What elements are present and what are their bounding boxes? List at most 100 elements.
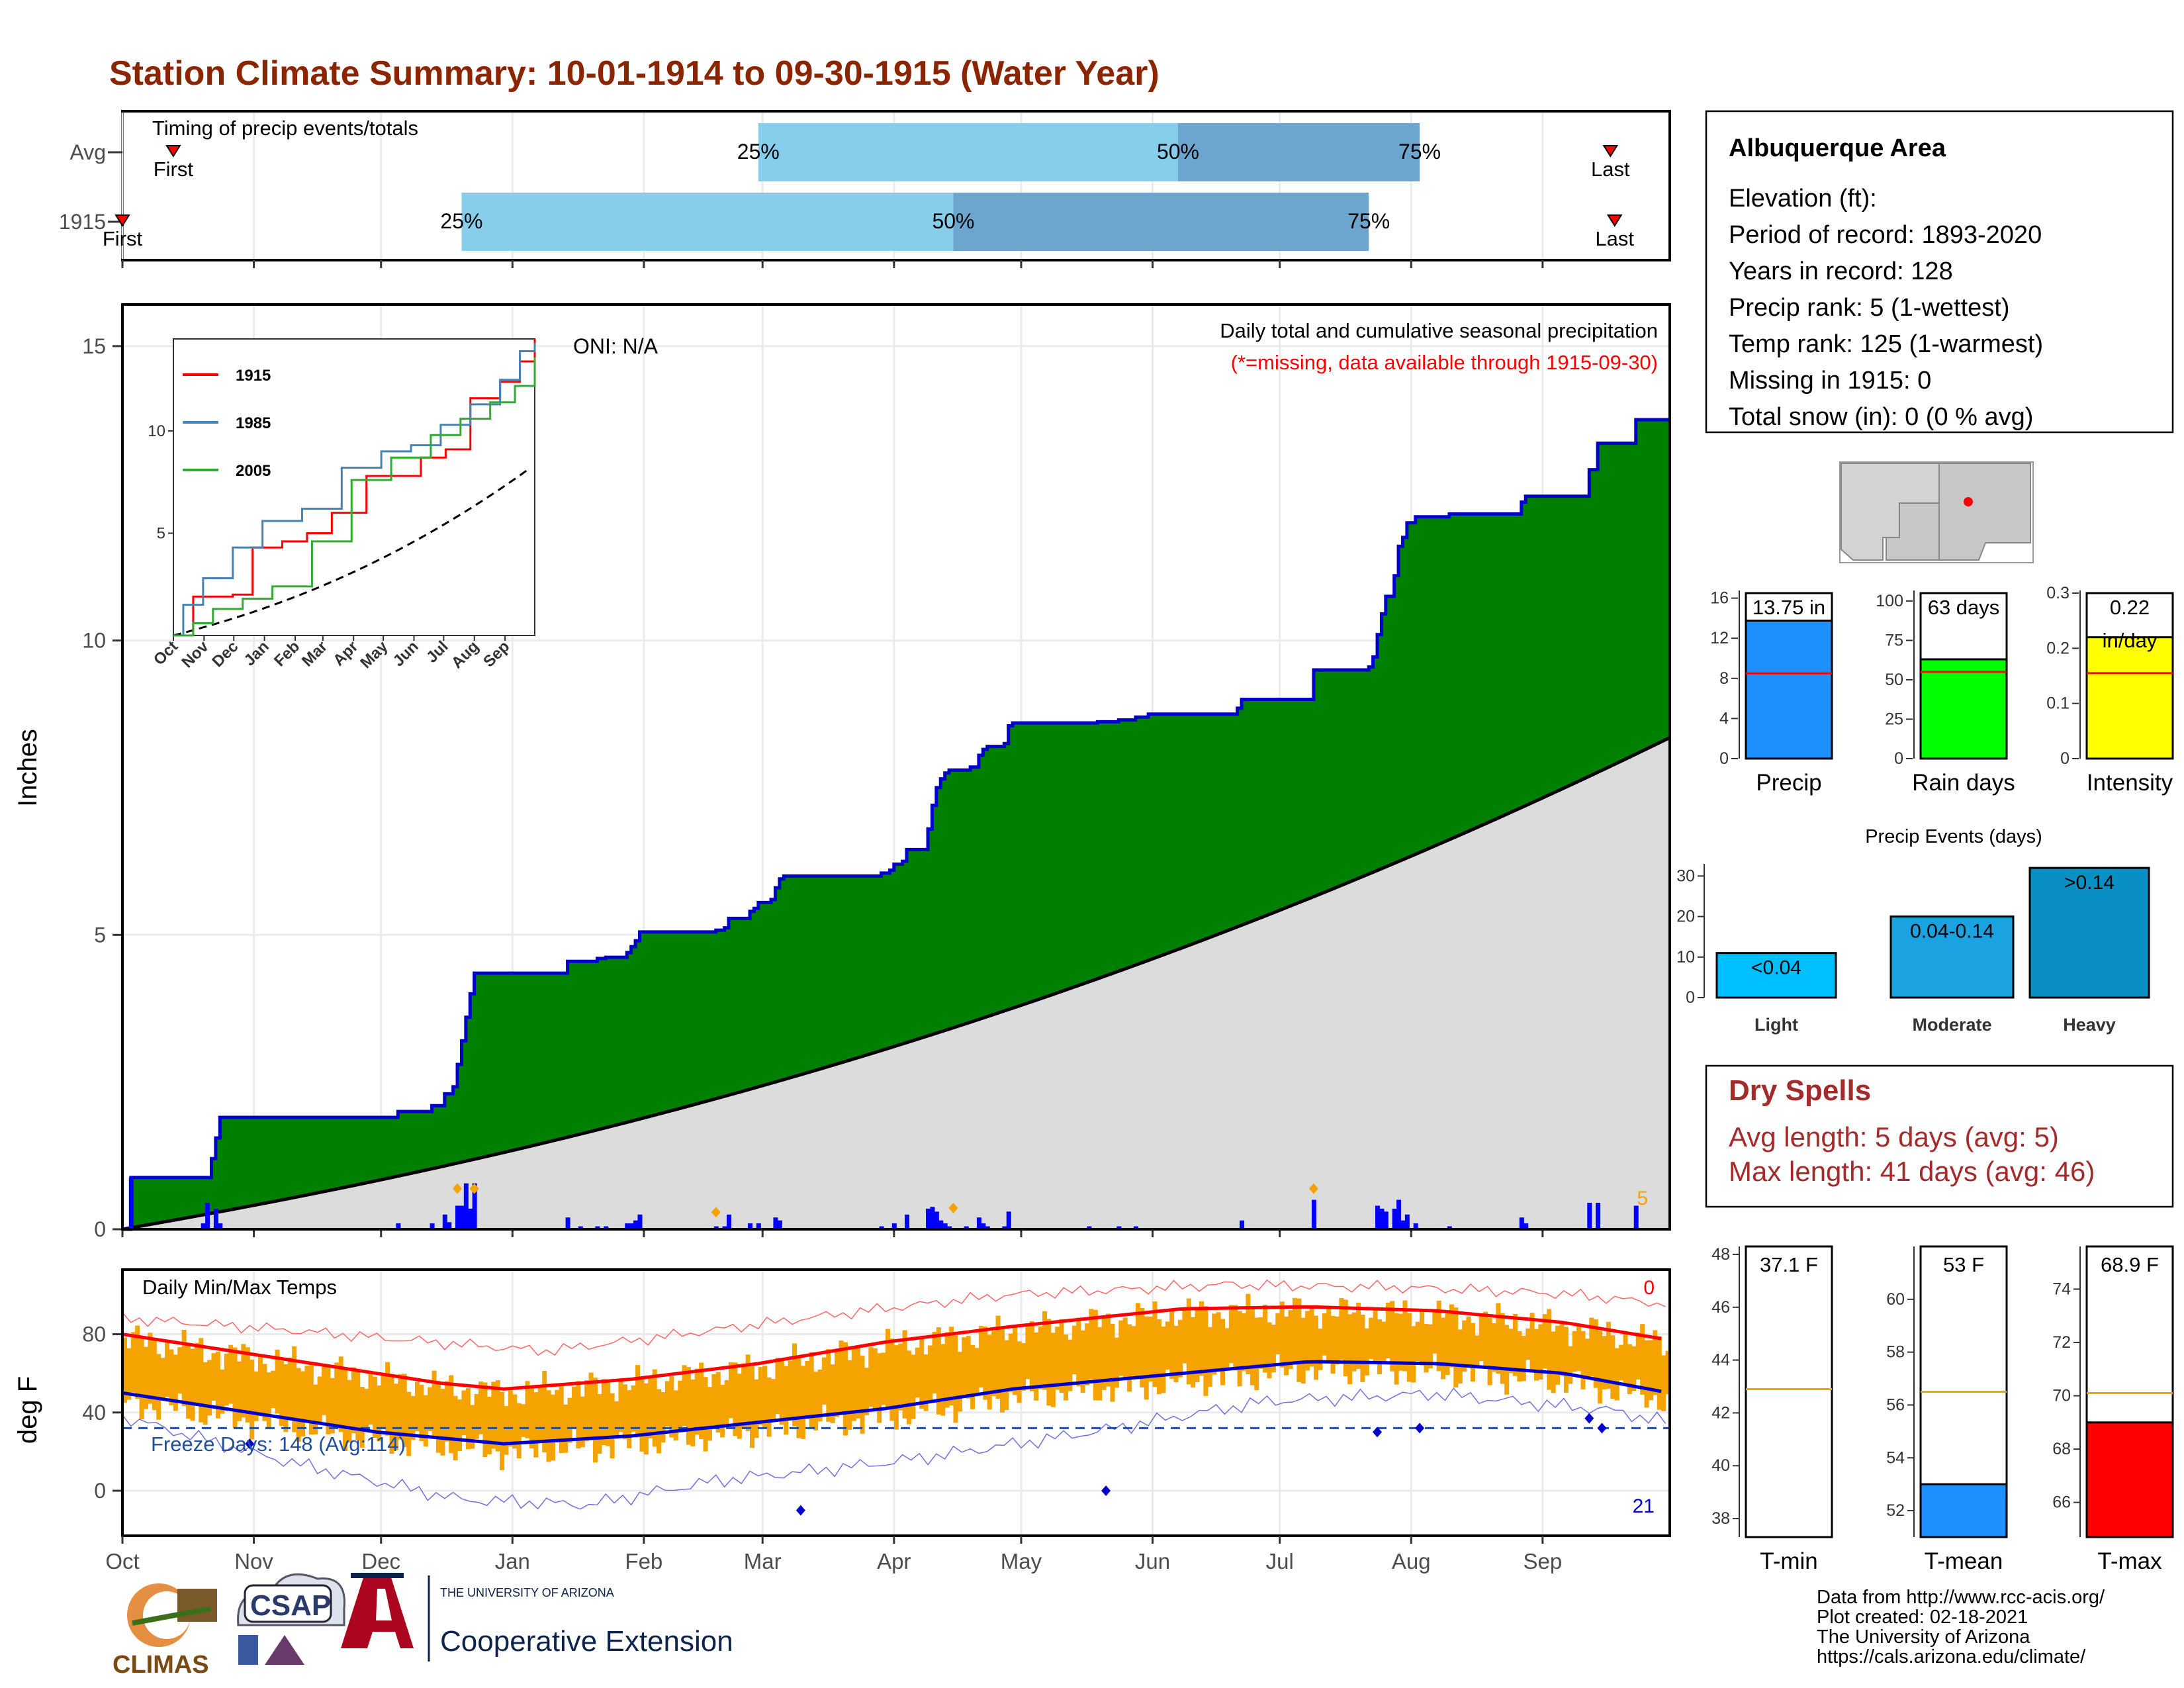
daily-temp-range-bar (1475, 1335, 1480, 1369)
daily-temp-range-bar (271, 1370, 276, 1409)
mini-ytick-label: 0 (2060, 749, 2070, 768)
daily-precip-bar (447, 1222, 452, 1229)
daily-temp-range-bar (1071, 1325, 1077, 1375)
daily-temp-range-bar (1013, 1326, 1018, 1395)
daily-temp-range-bar (351, 1367, 356, 1434)
daily-precip-bar (463, 1183, 469, 1229)
daily-temp-range-bar (567, 1397, 572, 1443)
daily-temp-range-bar (1250, 1307, 1255, 1385)
daily-precip-bar (565, 1217, 570, 1229)
daily-temp-range-bar (1402, 1300, 1408, 1372)
daily-temp-range-bar (1216, 1312, 1221, 1370)
daily-temp-range-bar (449, 1375, 454, 1454)
daily-temp-range-bar (253, 1371, 259, 1421)
precip-ytick-label: 0 (94, 1217, 106, 1241)
daily-temp-range-bar (406, 1391, 412, 1456)
daily-temp-range-bar (750, 1366, 755, 1448)
daily-temp-range-bar (1068, 1339, 1073, 1391)
timing-bar-50-75 (953, 193, 1369, 251)
daily-temp-range-bar (1258, 1317, 1263, 1369)
daily-temp-range-bar (1008, 1333, 1013, 1392)
daily-temp-range-bar (504, 1406, 509, 1455)
daily-temp-range-bar (1436, 1300, 1441, 1372)
daily-temp-range-bar (932, 1332, 937, 1393)
event-bar-moderate (1889, 915, 2015, 999)
daily-temp-range-bar (622, 1384, 627, 1440)
first-event-label: First (103, 227, 143, 250)
daily-temp-range-bar (1555, 1325, 1561, 1385)
daily-temp-range-bar (1110, 1323, 1115, 1402)
daily-temp-range-bar (428, 1387, 433, 1432)
daily-temp-range-bar (1377, 1319, 1383, 1374)
daily-temp-range-bar (872, 1348, 878, 1410)
inset-month-label: Apr (330, 637, 361, 669)
daily-temp-range-bar (754, 1379, 759, 1438)
timing-pct-label: 75% (1347, 209, 1390, 233)
hot-count-label: 0 (1643, 1277, 1655, 1299)
mini-ytick-label: 8 (1719, 669, 1729, 688)
record-max-line (122, 1279, 1666, 1356)
daily-temp-range-bar (1199, 1301, 1204, 1376)
month-label: Jan (495, 1549, 530, 1573)
daily-temp-range-bar (1428, 1324, 1433, 1369)
last-event-label: Last (1595, 227, 1634, 250)
daily-temp-range-bar (1369, 1317, 1374, 1360)
month-label: Nov (234, 1549, 273, 1573)
daily-temp-range-bar (444, 1381, 449, 1442)
last-event-label: Last (1591, 158, 1630, 181)
daily-precip-bar (1447, 1226, 1452, 1229)
month-label: Feb (625, 1549, 662, 1573)
daily-temp-range-bar (130, 1332, 136, 1393)
footer-credits: Data from http://www.rcc-acis.org/ Plot … (1817, 1587, 2105, 1667)
daily-temp-range-bar (1114, 1337, 1119, 1388)
daily-temp-range-bar (139, 1336, 144, 1420)
daily-temp-range-bar (203, 1362, 208, 1425)
daily-temp-range-bar (1504, 1325, 1510, 1395)
mini-ytick-label: 4 (1719, 709, 1729, 727)
dry-spells-title: Dry Spells (1729, 1074, 1871, 1107)
daily-precip-bar (633, 1220, 639, 1229)
event-bar-category-label: Moderate (1912, 1015, 1991, 1035)
daily-temp-range-bar (224, 1353, 229, 1406)
daily-temp-range-bar (792, 1343, 797, 1427)
daily-temp-range-bar (728, 1362, 733, 1419)
temp-label: Daily Min/Max Temps (142, 1276, 337, 1299)
daily-precip-bar (396, 1223, 401, 1229)
daily-temp-range-bar (1029, 1321, 1034, 1391)
daily-temp-range-bar (478, 1381, 484, 1434)
daily-temp-range-bar (737, 1374, 742, 1439)
daily-temp-range-bar (1305, 1311, 1310, 1371)
temp-bar-category-label: T-max (2097, 1548, 2162, 1574)
daily-temp-range-bar (1657, 1336, 1662, 1410)
daily-temp-range-bar (1589, 1317, 1594, 1377)
extreme-day-marker (711, 1207, 721, 1218)
daily-temp-range-bar (813, 1372, 819, 1430)
daily-temp-range-bar (474, 1393, 479, 1439)
station-info-line: Precip rank: 5 (1-wettest) (1729, 294, 2009, 322)
daily-temp-range-bar (923, 1354, 929, 1411)
daily-temp-range-bar (359, 1386, 365, 1448)
daily-temp-range-bar (1572, 1331, 1577, 1372)
daily-precip-bar (748, 1223, 753, 1229)
daily-temp-range-bar (1559, 1321, 1565, 1376)
daily-temp-range-bar (1415, 1321, 1420, 1361)
daily-precip-bar (205, 1202, 210, 1229)
inset-ytick-label: 10 (148, 422, 165, 440)
daily-temp-range-bar (135, 1325, 140, 1399)
daily-temp-range-bar (1021, 1342, 1026, 1391)
daily-temp-range-bar (236, 1361, 242, 1421)
first-event-marker (165, 145, 181, 158)
daily-precip-bar (1524, 1223, 1529, 1229)
daily-temp-range-bar (631, 1385, 636, 1432)
daily-temp-range-bar (296, 1368, 301, 1442)
mini-ytick-label: 0.3 (2046, 584, 2070, 602)
daily-temp-range-bar (317, 1376, 322, 1423)
daily-temp-range-bar (953, 1335, 958, 1423)
daily-temp-range-bar (419, 1384, 424, 1442)
daily-precip-bar (934, 1211, 939, 1229)
dry-spells-avg: Avg length: 5 days (avg: 5) (1729, 1121, 2059, 1152)
daily-temp-range-bar (537, 1387, 543, 1440)
daily-temp-range-bar (805, 1360, 810, 1419)
daily-temp-range-bar (546, 1390, 551, 1462)
daily-temp-range-bar (165, 1340, 170, 1397)
